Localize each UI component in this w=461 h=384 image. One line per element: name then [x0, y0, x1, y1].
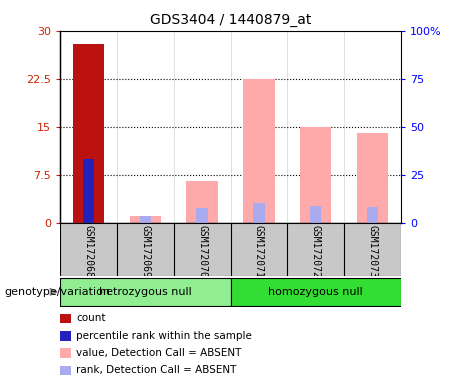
Bar	[357, 133, 388, 223]
Bar	[140, 216, 151, 223]
Text: GSM172071: GSM172071	[254, 225, 264, 278]
Bar	[186, 181, 218, 223]
Bar	[83, 159, 94, 223]
Text: GSM172072: GSM172072	[311, 225, 321, 278]
Bar	[130, 216, 161, 223]
Text: homozygous null: homozygous null	[268, 287, 363, 297]
Bar	[310, 207, 321, 223]
Bar	[73, 43, 104, 223]
Text: GSM172069: GSM172069	[140, 225, 150, 278]
Text: genotype/variation: genotype/variation	[5, 287, 111, 297]
Bar	[60, 278, 230, 306]
Bar	[253, 203, 265, 223]
Bar	[196, 208, 208, 223]
Text: GSM172068: GSM172068	[83, 225, 94, 278]
Bar	[367, 207, 378, 223]
Text: percentile rank within the sample: percentile rank within the sample	[76, 331, 252, 341]
Text: rank, Detection Call = ABSENT: rank, Detection Call = ABSENT	[76, 365, 236, 375]
Title: GDS3404 / 1440879_at: GDS3404 / 1440879_at	[150, 13, 311, 27]
Text: hetrozygous null: hetrozygous null	[99, 287, 192, 297]
Text: GSM172070: GSM172070	[197, 225, 207, 278]
Bar	[230, 278, 401, 306]
Text: GSM172073: GSM172073	[367, 225, 378, 278]
Text: count: count	[76, 313, 106, 323]
Bar	[243, 79, 275, 223]
Text: value, Detection Call = ABSENT: value, Detection Call = ABSENT	[76, 348, 242, 358]
Bar	[300, 127, 331, 223]
